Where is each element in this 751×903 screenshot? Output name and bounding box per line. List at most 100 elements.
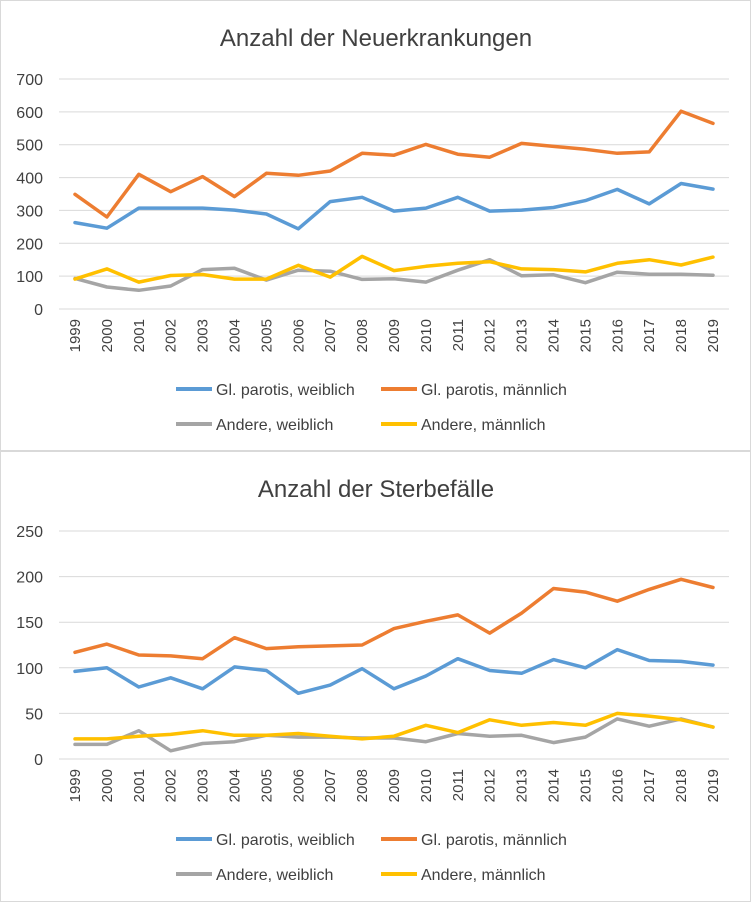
data-point (137, 654, 140, 657)
data-point (648, 273, 651, 276)
x-tick-label: 2015 (577, 319, 594, 352)
data-point (680, 578, 683, 581)
data-point (488, 156, 491, 159)
data-point (105, 666, 108, 669)
data-point (105, 227, 108, 230)
chart-sterbefaelle-svg: Anzahl der Sterbefälle 0 50 100 150 200 250 19… (16, 476, 729, 884)
data-point (393, 210, 396, 213)
data-point (329, 644, 332, 647)
x-tick-label: 2010 (418, 769, 435, 802)
data-point (105, 267, 108, 270)
data-point (648, 202, 651, 205)
x-tick-label: 2014 (546, 769, 563, 802)
data-point (584, 591, 587, 594)
data-point (648, 258, 651, 261)
chart-title: Anzahl der Sterbefälle (258, 476, 494, 503)
chart-sterbefaelle: Anzahl der Sterbefälle 0 50 100 150 200 250 19… (0, 451, 751, 902)
data-point (201, 729, 204, 732)
data-point (329, 735, 332, 738)
data-point (616, 600, 619, 603)
data-point (648, 659, 651, 662)
series-line-2 (73, 257, 715, 293)
data-point (520, 612, 523, 615)
data-point (297, 692, 300, 695)
x-tick-label: 2006 (290, 319, 307, 352)
legend-label: Andere, weiblich (216, 417, 333, 434)
y-tick-label: 250 (16, 524, 43, 541)
data-point (552, 273, 555, 276)
data-point (680, 660, 683, 663)
x-tick-label: 2018 (673, 319, 690, 352)
x-tick-label: 2005 (258, 769, 275, 802)
data-point (201, 175, 204, 178)
x-tick-label: 2000 (99, 319, 116, 352)
data-point (552, 206, 555, 209)
data-point (265, 278, 268, 281)
data-point (169, 733, 172, 736)
data-point (456, 196, 459, 199)
x-tick-label: 2017 (641, 319, 658, 352)
data-point (329, 270, 332, 273)
data-point (616, 188, 619, 191)
data-point (233, 209, 236, 212)
data-point (265, 669, 268, 672)
legend-label: Gl. parotis, weiblich (216, 382, 355, 399)
legend-label: Andere, männlich (421, 867, 546, 884)
data-point (424, 724, 427, 727)
data-point (137, 729, 140, 732)
x-tick-label: 2010 (418, 319, 435, 352)
data-point (201, 268, 204, 271)
data-point (105, 737, 108, 740)
x-tick-label: 2004 (226, 319, 243, 352)
data-point (105, 643, 108, 646)
data-point (265, 213, 268, 216)
x-tick-label: 2002 (163, 319, 180, 352)
data-point (488, 718, 491, 721)
x-tick-label: 2004 (226, 769, 243, 802)
x-tick-label: 2009 (386, 769, 403, 802)
data-point (169, 274, 172, 277)
data-point (361, 255, 364, 258)
x-tick-label: 2007 (322, 319, 339, 352)
y-tick-label: 300 (16, 203, 43, 220)
series-line-3 (73, 254, 715, 284)
y-tick-label: 700 (16, 72, 43, 89)
data-point (584, 270, 587, 273)
data-point (265, 172, 268, 175)
x-tick-label: 2012 (482, 769, 499, 802)
data-point (456, 731, 459, 734)
legend-label: Andere, weiblich (216, 867, 333, 884)
data-point (616, 717, 619, 720)
data-point (488, 632, 491, 635)
x-tick-label: 2000 (99, 769, 116, 802)
x-tick-label: 2008 (354, 319, 371, 352)
data-point (201, 742, 204, 745)
x-tick-label: 2013 (514, 769, 531, 802)
series-line-3 (73, 711, 715, 741)
data-point (393, 154, 396, 157)
data-point (456, 269, 459, 272)
data-point (361, 737, 364, 740)
data-point (520, 267, 523, 270)
data-point (73, 221, 76, 224)
data-point (393, 627, 396, 630)
y-tick-label: 0 (34, 752, 43, 769)
data-point (361, 278, 364, 281)
x-tick-label: 2006 (290, 769, 307, 802)
data-point (297, 227, 300, 230)
data-point (297, 736, 300, 739)
data-point (520, 209, 523, 212)
data-point (233, 734, 236, 737)
data-point (712, 664, 715, 667)
data-point (584, 199, 587, 202)
data-point (169, 654, 172, 657)
data-point (648, 715, 651, 718)
data-point (73, 670, 76, 673)
data-point (424, 207, 427, 210)
data-point (329, 200, 332, 203)
series-line-2 (73, 717, 715, 753)
data-point (361, 667, 364, 670)
legend-label: Gl. parotis, weiblich (216, 832, 355, 849)
data-point (169, 190, 172, 193)
data-point (616, 712, 619, 715)
